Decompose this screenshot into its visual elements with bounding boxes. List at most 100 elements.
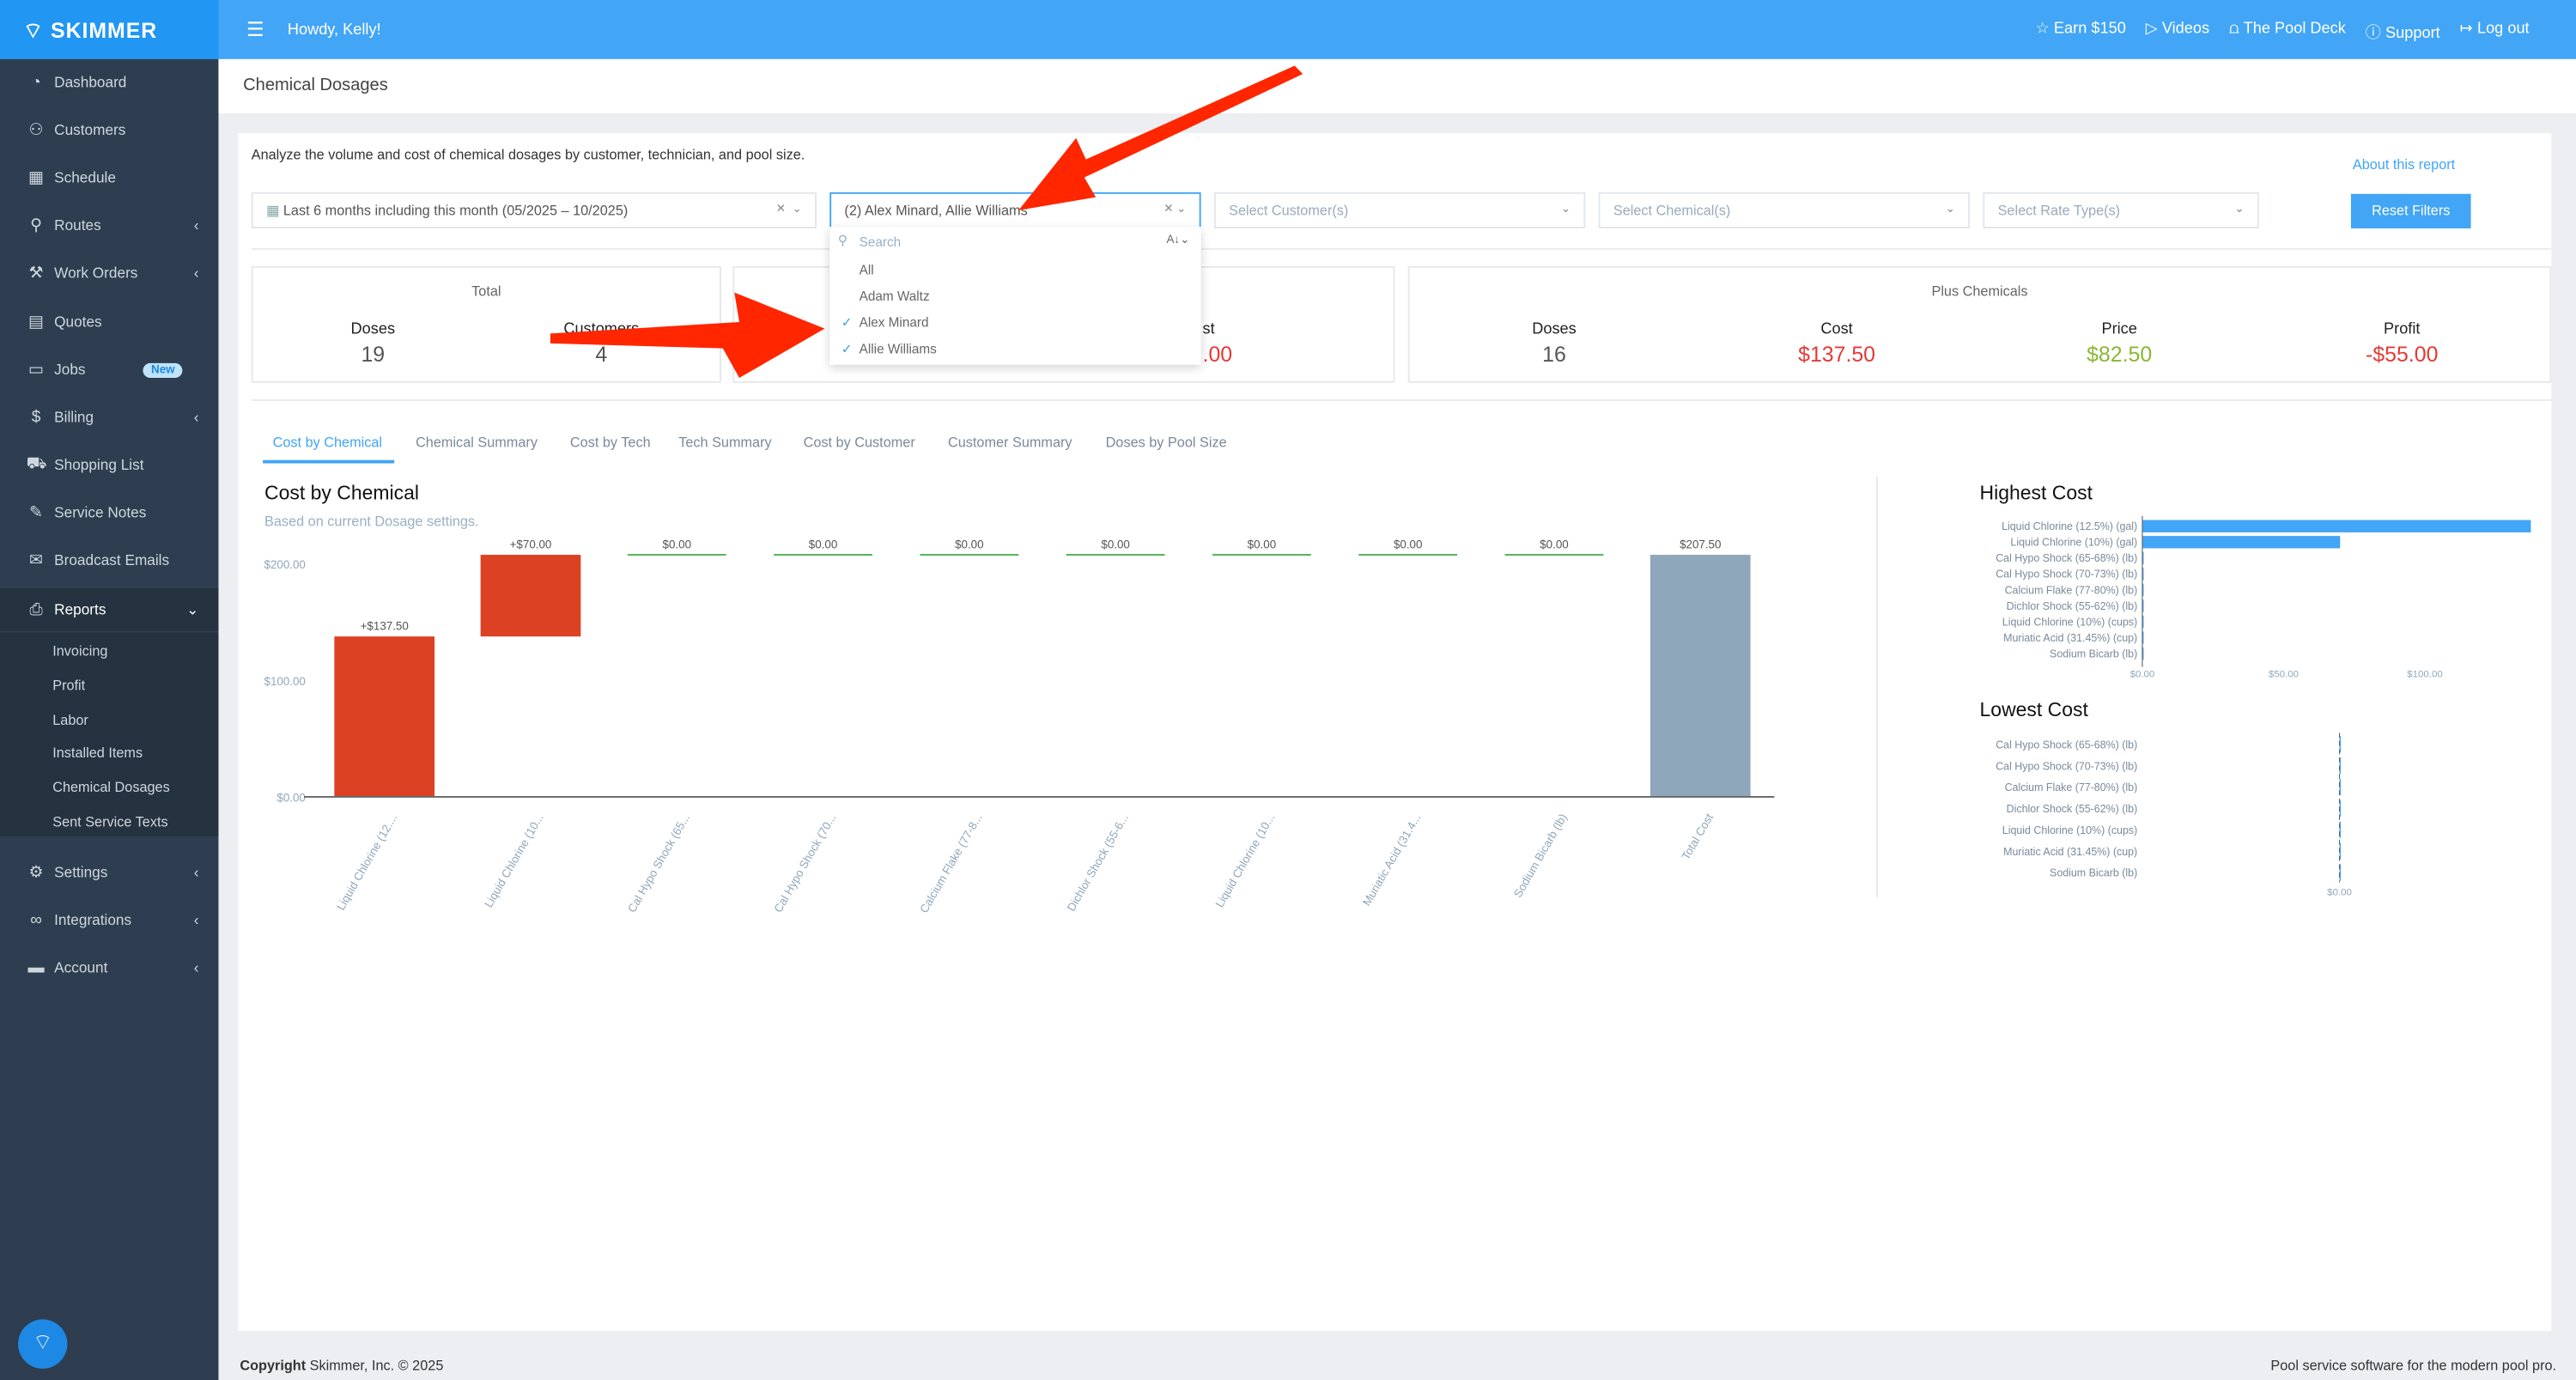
hbar[interactable] bbox=[2142, 631, 2144, 644]
tab-doses-by-pool-size[interactable]: Doses by Pool Size bbox=[1105, 434, 1227, 451]
sort-az-icon[interactable]: A↓⌄ bbox=[1166, 234, 1190, 246]
hbar[interactable] bbox=[2339, 736, 2342, 753]
hbar[interactable] bbox=[2339, 842, 2342, 860]
chemical-select[interactable]: Select Chemical(s) ⌄ bbox=[1598, 191, 1971, 228]
hbar-label: Cal Hypo Shock (70-73%) (lb) bbox=[1996, 568, 2137, 581]
hbar[interactable] bbox=[2142, 520, 2531, 532]
hamburger-menu-icon[interactable]: ☰ bbox=[246, 18, 264, 41]
tab-tech-summary[interactable]: Tech Summary bbox=[678, 434, 772, 451]
dropdown-option[interactable]: ✓ Allie Williams bbox=[841, 342, 937, 356]
stat-value: $82.50 bbox=[2087, 341, 2153, 367]
y-tick-label: $100.00 bbox=[264, 675, 306, 688]
sidebar-subitem[interactable]: Labor bbox=[52, 710, 88, 727]
hbar-label: Liquid Chlorine (12.5%) (gal) bbox=[2002, 520, 2137, 532]
header-link[interactable]: ↦ Log out bbox=[2460, 20, 2530, 43]
sidebar-item-label: Account bbox=[54, 959, 108, 976]
chevron-down-icon: ⌄ bbox=[1560, 204, 1571, 216]
sidebar-subitem[interactable]: Installed Items bbox=[52, 745, 143, 762]
x-tick-label: Sodium Bicarb (lb) bbox=[1511, 812, 1570, 900]
stat-value: $137.50 bbox=[1798, 341, 1876, 367]
sidebar-item-dashboard[interactable]: ◔ Dashboard bbox=[0, 61, 218, 104]
dropdown-search-input[interactable]: Search bbox=[859, 234, 902, 250]
x-tick-label: $0.00 bbox=[2327, 888, 2352, 898]
reset-filters-button[interactable]: Reset Filters bbox=[2350, 193, 2471, 228]
sidebar-subitem[interactable]: Sent Service Texts bbox=[52, 813, 168, 830]
sidebar: ◔ Dashboard ⚇ Customers ▦ Schedule ⚲ Routes ‹ ⚒ Wo… bbox=[0, 58, 219, 1380]
hbar[interactable] bbox=[2339, 821, 2342, 838]
x-tick-label: $50.00 bbox=[2269, 669, 2299, 679]
tab-chemical-summary[interactable]: Chemical Summary bbox=[416, 434, 538, 451]
sidebar-item-service-notes[interactable]: ✎ Service Notes bbox=[0, 491, 218, 534]
dropdown-option[interactable]: Adam Waltz bbox=[860, 289, 930, 304]
tab-cost-by-tech[interactable]: Cost by Tech bbox=[569, 434, 651, 451]
stat-card-plus-chemicals: Plus Chemicals Doses 16 Cost $137.50 Pri… bbox=[1407, 265, 2552, 383]
new-badge: New bbox=[143, 362, 184, 378]
sidebar-item-jobs[interactable]: ▭ Jobs New bbox=[0, 349, 218, 392]
sidebar-item-routes[interactable]: ⚲ Routes ‹ bbox=[0, 204, 218, 246]
date-range-select[interactable]: ▦ Last 6 months including this month (05… bbox=[251, 191, 817, 228]
briefcase-icon: ▭ bbox=[28, 360, 45, 380]
tab-cost-by-chemical[interactable]: Cost by Chemical bbox=[272, 434, 383, 451]
sidebar-subitem[interactable]: Invoicing bbox=[52, 642, 108, 660]
sidebar-item-quotes[interactable]: ▤ Quotes bbox=[0, 301, 218, 343]
sidebar-item-shopping-list[interactable]: ⛟ Shopping List bbox=[0, 444, 218, 487]
hbar[interactable] bbox=[2339, 778, 2342, 796]
dropdown-option[interactable]: ✓ Alex Minard bbox=[841, 315, 929, 330]
stat-value: 19 bbox=[361, 341, 386, 367]
wifi-logo-icon: ⌔ bbox=[22, 18, 45, 43]
hbar-label: Liquid Chlorine (10%) (gal) bbox=[2010, 537, 2137, 549]
tab-cost-by-customer[interactable]: Cost by Customer bbox=[803, 434, 915, 451]
report-description: Analyze the volume and cost of chemical … bbox=[251, 146, 805, 163]
hbar[interactable] bbox=[2339, 757, 2342, 775]
hbar[interactable] bbox=[2142, 599, 2144, 612]
hbar[interactable] bbox=[2142, 615, 2144, 629]
header-link-label: Videos bbox=[2161, 19, 2210, 39]
data-label: $0.00 bbox=[1394, 538, 1422, 550]
header-link[interactable]: ☆ Earn $150 bbox=[2036, 20, 2126, 43]
hbar[interactable] bbox=[2339, 864, 2342, 881]
dropdown-option[interactable]: All bbox=[860, 263, 874, 277]
header-link[interactable]: ▷ Videos bbox=[2146, 20, 2209, 43]
hbar[interactable] bbox=[2142, 551, 2144, 565]
tab-customer-summary[interactable]: Customer Summary bbox=[947, 434, 1072, 451]
sidebar-item-settings[interactable]: ⚙ Settings ‹ bbox=[0, 851, 218, 894]
x-tick-label: Calcium Flake (77-8... bbox=[917, 812, 984, 915]
sidebar-subitem[interactable]: Profit bbox=[52, 676, 86, 694]
header-link[interactable]: ⩍ The Pool Deck bbox=[2229, 20, 2346, 43]
sidebar-item-integrations[interactable]: ∞ Integrations ‹ bbox=[0, 899, 218, 942]
x-tick-label: Liquid Chlorine (12.... bbox=[334, 812, 400, 913]
hbar-label: Cal Hypo Shock (65-68%) (lb) bbox=[1996, 739, 2137, 751]
sidebar-item-label: Dashboard bbox=[54, 74, 127, 91]
hbar[interactable] bbox=[2142, 568, 2144, 581]
x-tick-label: Cal Hypo Shock (70... bbox=[771, 812, 838, 915]
sidebar-item-schedule[interactable]: ▦ Schedule bbox=[0, 156, 218, 199]
sidebar-item-work-orders[interactable]: ⚒ Work Orders ‹ bbox=[0, 252, 218, 295]
check-icon: ✓ bbox=[841, 341, 853, 357]
rate-type-select[interactable]: Select Rate Type(s) ⌄ bbox=[1983, 191, 2259, 228]
hbar[interactable] bbox=[2339, 799, 2342, 817]
waterfall-total-bar[interactable] bbox=[1649, 555, 1751, 797]
about-report-link[interactable]: About this report bbox=[2352, 155, 2456, 173]
stat-title: Total bbox=[471, 283, 501, 300]
logo[interactable]: ⌔ SKIMMER bbox=[0, 0, 219, 59]
waterfall-bar[interactable] bbox=[480, 555, 581, 637]
waterfall-chart-subtitle: Based on current Dosage settings. bbox=[264, 512, 479, 530]
chevron-down-icon: ⌄ bbox=[1945, 204, 1955, 216]
clear-chevron-icon[interactable]: ✕ ⌄ bbox=[775, 204, 802, 216]
sidebar-item-customers[interactable]: ⚇ Customers bbox=[0, 108, 218, 151]
sidebar-item-broadcast-emails[interactable]: ✉ Broadcast Emails bbox=[0, 539, 218, 582]
hbar[interactable] bbox=[2142, 647, 2144, 660]
header-link[interactable]: ⓘ Support bbox=[2366, 20, 2440, 43]
sidebar-item-billing[interactable]: $ Billing ‹ bbox=[0, 396, 218, 439]
customer-select[interactable]: Select Customer(s) ⌄ bbox=[1213, 191, 1586, 228]
sidebar-subitem[interactable]: Chemical Dosages bbox=[52, 779, 170, 796]
hbar[interactable] bbox=[2142, 583, 2144, 597]
waterfall-bar[interactable] bbox=[334, 636, 435, 797]
hbar[interactable] bbox=[2142, 536, 2341, 549]
sidebar-item-account[interactable]: ▬ Account ‹ bbox=[0, 946, 218, 989]
chat-widget-button[interactable]: ⌔ bbox=[18, 1319, 68, 1369]
lowest-cost-title: Lowest Cost bbox=[1979, 698, 2088, 721]
stat-label: Cost bbox=[1820, 320, 1853, 339]
sidebar-item-label: Integrations bbox=[54, 911, 132, 929]
sidebar-item-reports[interactable]: ⎙ Reports ⌄ bbox=[0, 587, 219, 631]
